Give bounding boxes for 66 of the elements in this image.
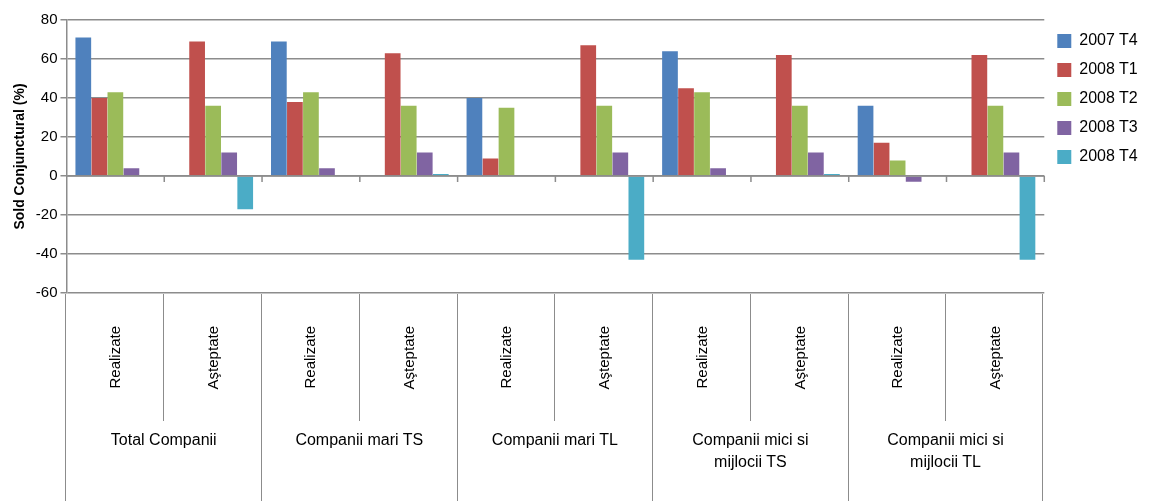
bar	[384, 53, 401, 176]
text: Companii mari TL	[491, 431, 618, 448]
bar	[628, 176, 645, 260]
legend-label: 2008 T2	[1079, 89, 1138, 107]
bar	[75, 37, 92, 176]
y-tick-label: -20	[35, 205, 58, 223]
x-tick-label: Realizate	[496, 326, 514, 389]
x-tick-label: Aşteptate	[399, 325, 417, 390]
bar	[221, 152, 238, 176]
bar	[678, 88, 694, 176]
y-tick-label: -40	[35, 244, 58, 262]
bar	[596, 105, 613, 176]
y-tick-label: 20	[40, 127, 58, 145]
y-tick-label: 80	[40, 10, 58, 28]
bar	[580, 45, 597, 176]
x-tick-label: Aşteptate	[986, 325, 1004, 390]
x-tick-label: Realizate	[888, 326, 906, 389]
legend-label: 2008 T4	[1079, 147, 1138, 165]
bar	[971, 55, 988, 176]
y-tick-label: 60	[40, 49, 58, 67]
bar	[808, 152, 824, 176]
x-tick-label: Realizate	[692, 326, 710, 389]
bar	[482, 158, 499, 176]
bar	[205, 105, 222, 176]
legend-label: 2008 T3	[1079, 118, 1138, 136]
y-tick-label: 40	[40, 88, 58, 106]
bar	[857, 105, 874, 176]
x-tick-label: Aşteptate	[595, 325, 613, 390]
bar	[873, 142, 890, 176]
bar	[791, 105, 808, 176]
text: Total Companii	[110, 431, 217, 448]
bar	[91, 98, 108, 176]
bar	[237, 176, 254, 210]
bar	[612, 152, 629, 176]
x-tick-label: Realizate	[105, 326, 123, 389]
bar	[123, 168, 140, 176]
text: Companii mici si mijlocii TS	[692, 431, 809, 470]
y-tick-label: -60	[35, 283, 58, 301]
bar	[1003, 152, 1020, 176]
bar	[889, 160, 906, 176]
bar	[271, 41, 287, 176]
x-tick-label: Aşteptate	[204, 325, 222, 390]
bar	[987, 105, 1004, 176]
legend-label: 2007 T4	[1079, 31, 1138, 49]
bar	[107, 92, 124, 176]
bar	[775, 55, 792, 176]
text: Companii mici si mijlocii TL	[887, 431, 1004, 470]
bar	[710, 168, 726, 176]
bar	[400, 105, 417, 176]
bar	[466, 98, 483, 176]
bar	[694, 92, 710, 176]
bar	[303, 92, 319, 176]
bar	[189, 41, 205, 176]
bar	[498, 107, 515, 176]
y-tick-label: 0	[49, 166, 58, 184]
legend-label: 2008 T1	[1079, 60, 1138, 78]
bar	[416, 152, 433, 176]
bar	[1019, 176, 1036, 260]
bar	[319, 168, 335, 176]
text: Companii mari TS	[295, 431, 424, 448]
x-tick-label: Aşteptate	[790, 325, 808, 390]
bar	[287, 101, 303, 176]
bar	[662, 51, 678, 176]
x-tick-label: Realizate	[301, 326, 319, 389]
bar	[905, 176, 922, 182]
y-axis-title: Sold Conjunctural (%)	[11, 83, 28, 230]
